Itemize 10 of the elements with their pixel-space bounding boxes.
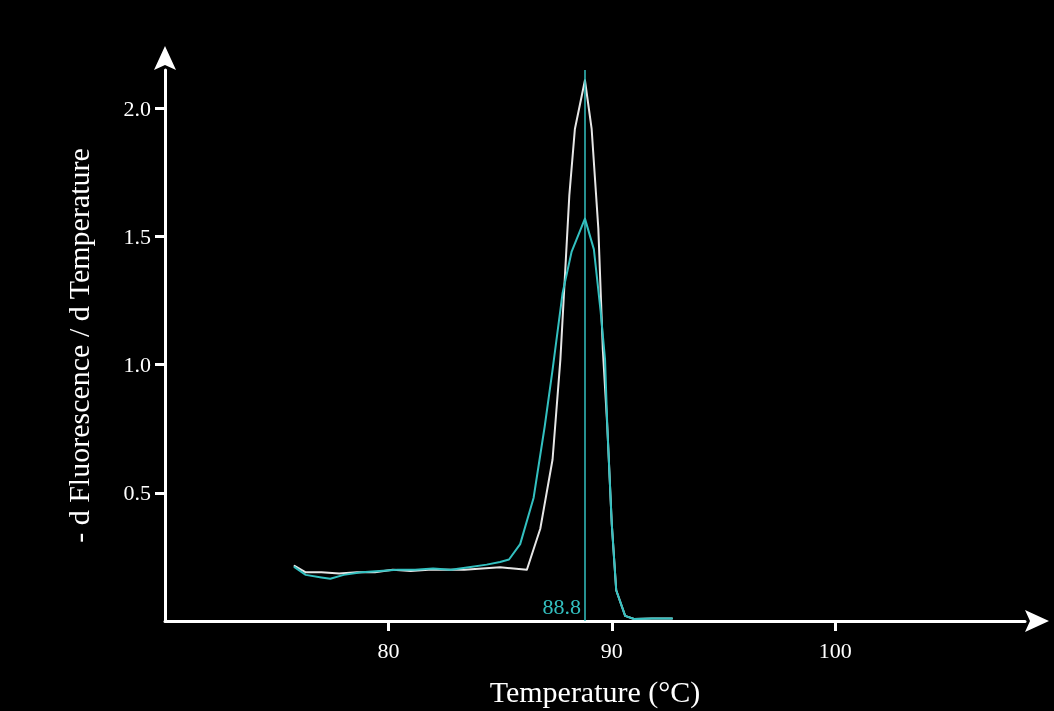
x-axis-title: Temperature (°C) [489,674,701,709]
ref-line-label: 88.8 [542,593,581,619]
y-tick-label: 1.5 [123,224,151,250]
y-tick-label: 0.5 [123,480,151,506]
y-tick-label: 2.0 [123,95,151,121]
y-axis-title: - d Fluorescence / d Temperature [61,148,95,543]
x-tick-label: 90 [600,637,623,663]
x-tick-label: 80 [377,637,400,663]
y-tick-label: 1.0 [123,352,151,378]
x-tick-label: 100 [818,637,852,663]
